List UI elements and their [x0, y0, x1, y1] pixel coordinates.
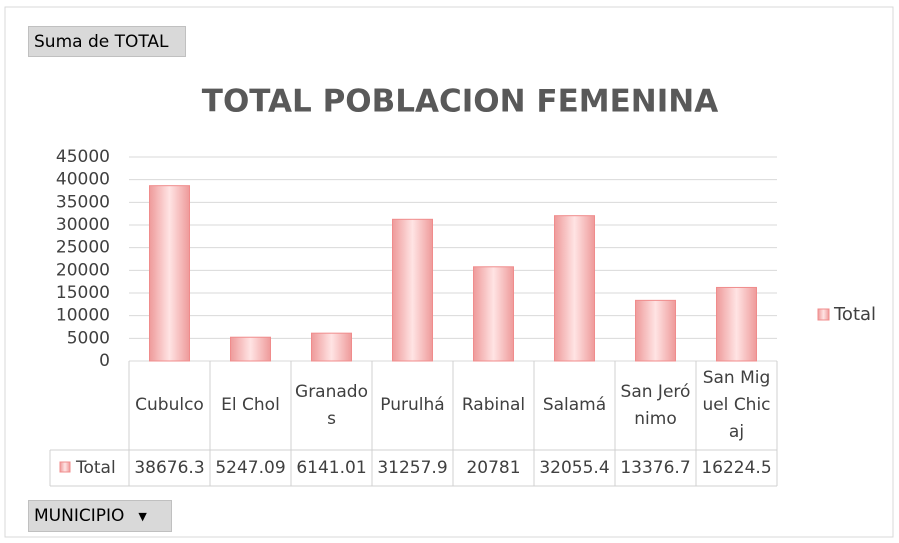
legend-label: Total [833, 304, 876, 325]
table-value: 31257.9 [377, 458, 447, 478]
axis-field-label: MUNICIPIO [34, 506, 125, 526]
x-tick-label: Rabinal [461, 395, 526, 415]
table-value: 38676.3 [134, 458, 204, 478]
bar [392, 218, 433, 362]
x-tick-label: San Jerónimo [620, 381, 691, 429]
table-value: 13376.7 [620, 458, 690, 478]
y-tick-label: 20000 [56, 260, 110, 280]
y-tick-label: 5000 [67, 328, 110, 348]
y-tick-label: 0 [99, 351, 110, 371]
bar [716, 286, 757, 362]
bar [311, 332, 352, 362]
table-value: 6141.01 [296, 458, 366, 478]
table-value: 20781 [466, 458, 520, 478]
bar [554, 215, 595, 362]
dropdown-arrow[interactable]: ▼ [138, 509, 147, 523]
table-series-name: Total [75, 458, 116, 478]
y-tick-label: 10000 [56, 306, 110, 326]
axis-field-button[interactable]: MUNICIPIO ▼ [28, 500, 172, 532]
bar [473, 266, 514, 362]
bar [149, 185, 190, 362]
table-value: 16224.5 [701, 458, 771, 478]
legend-key [59, 461, 71, 473]
x-tick-label: Salamá [542, 395, 607, 415]
y-tick-label: 40000 [56, 170, 110, 190]
bar [230, 336, 271, 362]
x-tick-label: San Miguel Chicaj [702, 368, 771, 442]
x-tick-label: El Chol [221, 395, 280, 415]
y-tick-label: 35000 [56, 192, 110, 212]
legend-key [817, 308, 830, 321]
bar [635, 299, 676, 362]
x-tick-label: Purulhá [380, 395, 445, 415]
value-field-button[interactable]: Suma de TOTAL [28, 26, 186, 57]
x-tick-label: Cubulco [135, 395, 204, 415]
y-tick-label: 15000 [56, 283, 110, 303]
chart-title: TOTAL POBLACION FEMENINA [202, 84, 718, 120]
y-tick-label: 25000 [56, 238, 110, 258]
y-tick-label: 30000 [56, 215, 110, 235]
table-value: 32055.4 [539, 458, 609, 478]
table-value: 5247.09 [215, 458, 285, 478]
y-tick-label: 45000 [56, 147, 110, 167]
x-tick-label: Granados [295, 381, 368, 429]
